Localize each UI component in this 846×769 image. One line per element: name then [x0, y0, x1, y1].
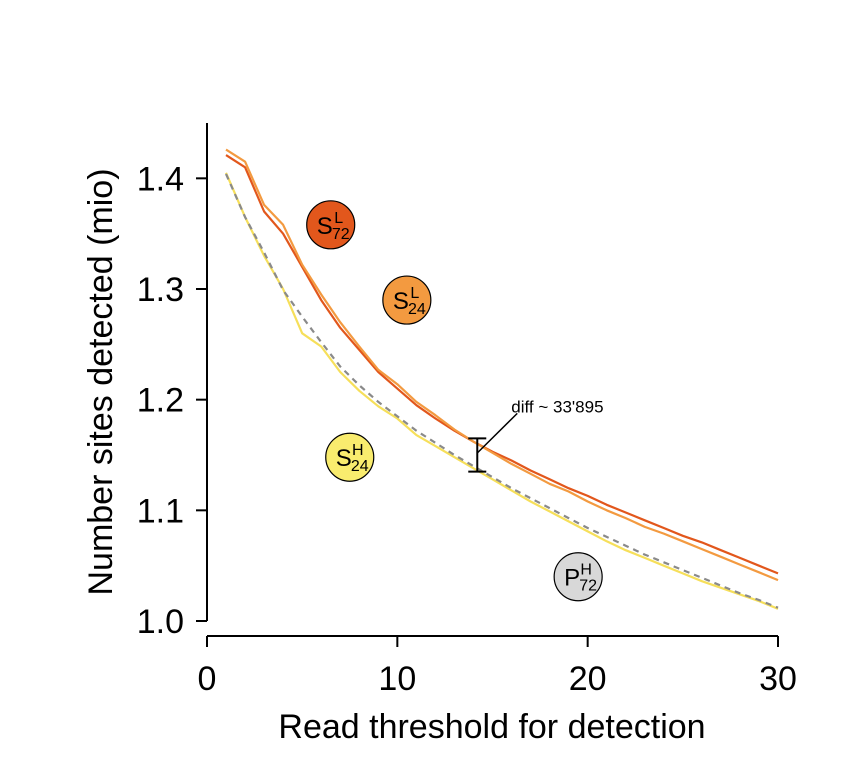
annotation-layer: diff ~ 33'895: [468, 397, 604, 473]
y-ticks: 1.0 1.1 1.2 1.3 1.4: [137, 160, 207, 641]
badge-subscript: 72: [579, 578, 597, 595]
badge-letter: S: [393, 288, 409, 315]
badge-letter: S: [336, 445, 352, 472]
series-line-sl72: [225, 154, 779, 575]
x-ticks: 0 10 20 30: [198, 636, 797, 698]
annotation-leader: [476, 412, 518, 454]
badge-subscript: 24: [408, 301, 426, 318]
badge-letter: P: [564, 565, 580, 592]
axes: [206, 123, 778, 637]
annotation-text: diff ~ 33'895: [511, 397, 603, 416]
badge-circle: [325, 432, 375, 482]
badge-circle: [306, 200, 356, 250]
badge-subscript: 72: [332, 226, 350, 243]
series-line-sl24: [225, 148, 779, 582]
series-line-ph72: [224, 173, 779, 609]
x-tick-label: 30: [759, 660, 797, 698]
x-axis-title: Read threshold for detection: [278, 708, 705, 746]
badge-circle: [382, 275, 432, 325]
badge-superscript: L: [410, 285, 419, 302]
series-layer: [224, 148, 779, 610]
badge-circle: [553, 552, 603, 602]
badge-subscript: 24: [351, 458, 369, 475]
x-tick-label: 0: [198, 660, 217, 698]
series-line-sh24: [224, 172, 779, 610]
badge-superscript: H: [580, 562, 592, 579]
x-tick-label: 10: [378, 660, 416, 698]
y-tick-label: 1.0: [137, 603, 184, 641]
y-tick-label: 1.1: [137, 492, 184, 530]
y-tick-label: 1.3: [137, 271, 184, 309]
x-tick-label: 20: [569, 660, 607, 698]
badge-letter: S: [317, 213, 333, 240]
badge-sh24: S H24: [325, 432, 375, 482]
badge-ph72: P H72: [553, 552, 603, 602]
badge-sl24: S L24: [382, 275, 432, 325]
y-tick-label: 1.2: [137, 382, 184, 420]
y-tick-label: 1.4: [137, 160, 184, 198]
y-axis-title: Number sites detected (mio): [82, 168, 120, 595]
badge-superscript: L: [334, 210, 343, 227]
badge-superscript: H: [352, 442, 364, 459]
badge-sl72: S L72: [306, 200, 356, 250]
